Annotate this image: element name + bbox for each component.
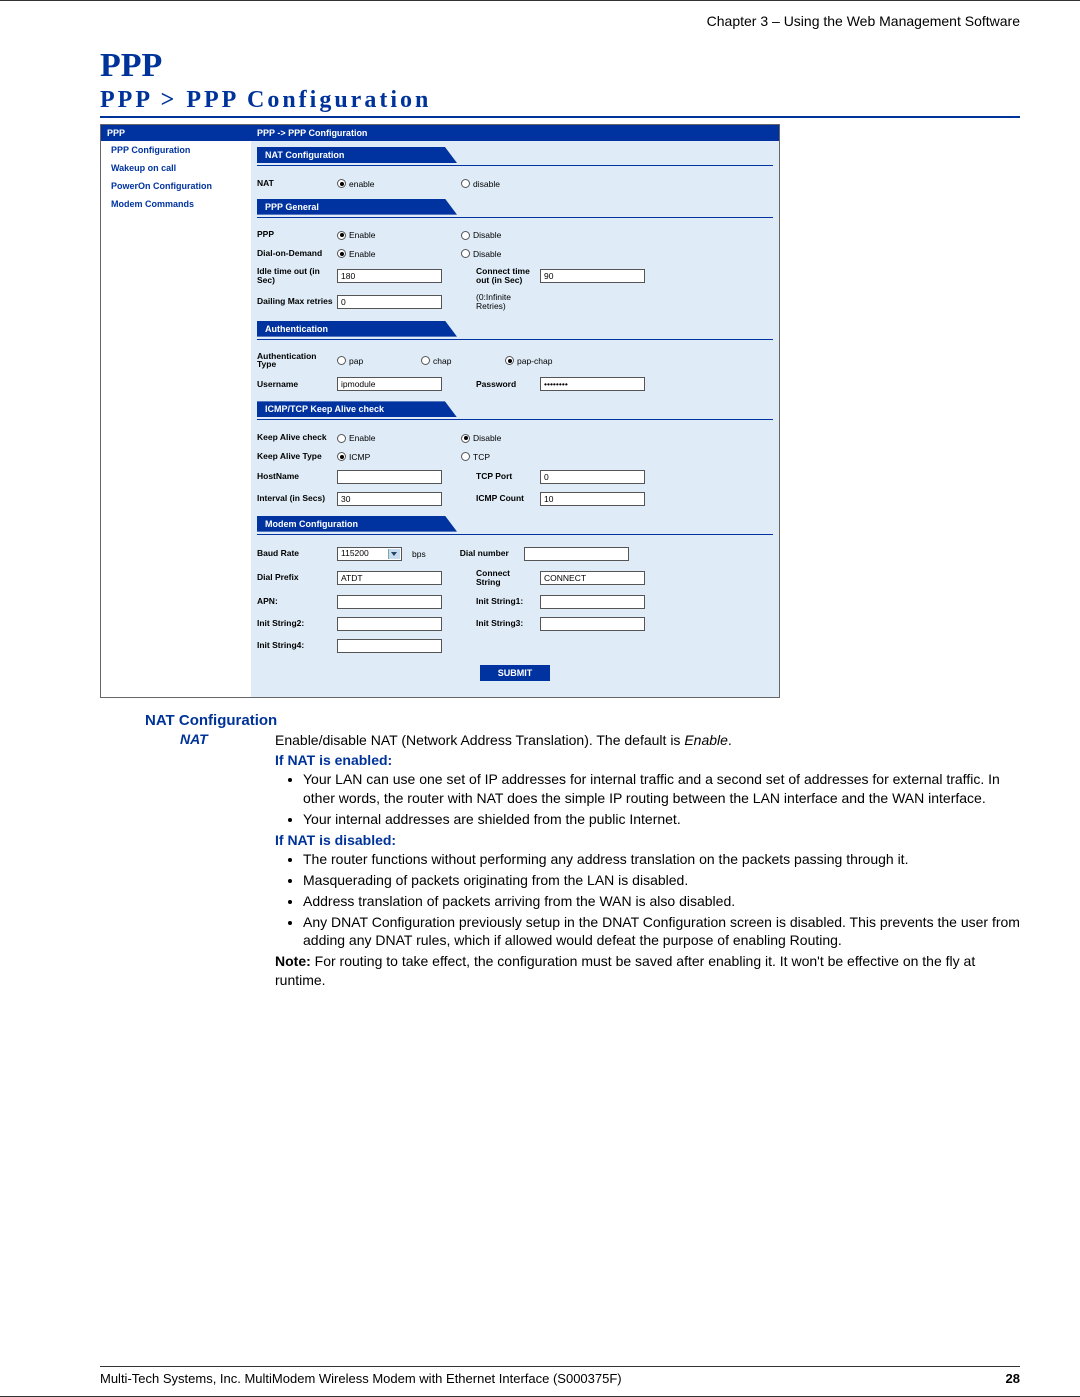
is2-label: Init String2: xyxy=(257,619,333,628)
doc-body: Enable/disable NAT (Network Address Tran… xyxy=(275,731,1020,991)
ka-enable-radio[interactable] xyxy=(337,434,346,443)
is3-label: Init String3: xyxy=(476,619,536,628)
baud-label: Baud Rate xyxy=(257,549,333,558)
host-input[interactable] xyxy=(337,470,442,484)
dod-enable-radio[interactable] xyxy=(337,249,346,258)
section-tab-nat: NAT Configuration xyxy=(257,147,457,163)
is3-input[interactable] xyxy=(540,617,645,631)
section-tab-auth: Authentication xyxy=(257,321,457,337)
doc-note: For routing to take effect, the configur… xyxy=(275,953,975,988)
section-tab-general: PPP General xyxy=(257,199,457,215)
interval-input[interactable] xyxy=(337,492,442,506)
doc-en2: Your internal addresses are shielded fro… xyxy=(303,810,1020,829)
conn-input[interactable] xyxy=(540,269,645,283)
dod-label: Dial-on-Demand xyxy=(257,249,333,258)
dod-disable-radio[interactable] xyxy=(461,249,470,258)
ka-tcp-radio[interactable] xyxy=(461,452,470,461)
dialnum-input[interactable] xyxy=(524,547,629,561)
connstr-label: Connect String xyxy=(476,569,536,587)
ka-icmp-radio[interactable] xyxy=(337,452,346,461)
sidebar-item-modem-cmds[interactable]: Modem Commands xyxy=(101,195,251,213)
doc-d1: The router functions without performing … xyxy=(303,850,1020,869)
pass-label: Password xyxy=(476,380,536,389)
idle-input[interactable] xyxy=(337,269,442,283)
baud-unit: bps xyxy=(412,549,426,559)
host-label: HostName xyxy=(257,472,333,481)
dialnum-label: Dial number xyxy=(460,549,520,558)
sidebar-item-poweron[interactable]: PowerOn Configuration xyxy=(101,177,251,195)
user-input[interactable] xyxy=(337,377,442,391)
footer-text: Multi-Tech Systems, Inc. MultiModem Wire… xyxy=(100,1371,622,1386)
is1-input[interactable] xyxy=(540,595,645,609)
katype-label: Keep Alive Type xyxy=(257,452,333,461)
connstr-input[interactable] xyxy=(540,571,645,585)
ppp-disable-radio[interactable] xyxy=(461,231,470,240)
submit-button[interactable]: SUBMIT xyxy=(480,665,550,681)
authtype-label: Authentication Type xyxy=(257,352,333,370)
tcpport-label: TCP Port xyxy=(476,472,536,481)
breadcrumb: PPP -> PPP Configuration xyxy=(251,125,779,141)
doc-note-label: Note: xyxy=(275,953,311,969)
is4-label: Init String4: xyxy=(257,641,333,650)
doc-en1: Your LAN can use one set of IP addresses… xyxy=(303,770,1020,808)
nat-disable-radio[interactable] xyxy=(461,179,470,188)
interval-label: Interval (in Secs) xyxy=(257,494,333,503)
nat-label: NAT xyxy=(257,179,333,188)
apn-label: APN: xyxy=(257,597,333,606)
doc-h4-disabled: If NAT is disabled: xyxy=(275,831,1020,850)
icmpcount-label: ICMP Count xyxy=(476,494,536,503)
page-title: PPP xyxy=(100,47,1020,85)
is1-label: Init String1: xyxy=(476,597,536,606)
apn-input[interactable] xyxy=(337,595,442,609)
doc-h4-enabled: If NAT is enabled: xyxy=(275,751,1020,770)
ppp-config-screenshot: PPP PPP Configuration Wakeup on call Pow… xyxy=(100,124,780,698)
pass-input[interactable] xyxy=(540,377,645,391)
retries-label: Dailing Max retries xyxy=(257,297,333,306)
page-footer: Multi-Tech Systems, Inc. MultiModem Wire… xyxy=(100,1366,1020,1386)
tcpport-input[interactable] xyxy=(540,470,645,484)
nat-enable-radio[interactable] xyxy=(337,179,346,188)
kacheck-label: Keep Alive check xyxy=(257,433,333,442)
is4-input[interactable] xyxy=(337,639,442,653)
ppp-enable-radio[interactable] xyxy=(337,231,346,240)
section-tab-modem: Modem Configuration xyxy=(257,516,457,532)
ka-disable-radio[interactable] xyxy=(461,434,470,443)
doc-term-nat: NAT xyxy=(180,731,275,991)
sidebar: PPP PPP Configuration Wakeup on call Pow… xyxy=(101,125,251,697)
doc-d2: Masquerading of packets originating from… xyxy=(303,871,1020,890)
chapter-header: Chapter 3 – Using the Web Management Sof… xyxy=(100,13,1020,29)
main-panel: PPP -> PPP Configuration NAT Configurati… xyxy=(251,125,779,697)
idle-label: Idle time out (in Sec) xyxy=(257,267,333,285)
sidebar-item-wakeup[interactable]: Wakeup on call xyxy=(101,159,251,177)
user-label: Username xyxy=(257,380,333,389)
baud-select[interactable]: 115200 xyxy=(337,547,402,561)
auth-chap-radio[interactable] xyxy=(421,356,430,365)
page-subtitle: PPP > PPP Configuration xyxy=(100,87,1020,118)
retries-input[interactable] xyxy=(337,295,442,309)
conn-label: Connect time out (in Sec) xyxy=(476,267,536,285)
auth-papchap-radio[interactable] xyxy=(505,356,514,365)
doc-h3: NAT Configuration xyxy=(145,712,1020,729)
ppp-label: PPP xyxy=(257,230,333,239)
is2-input[interactable] xyxy=(337,617,442,631)
prefix-input[interactable] xyxy=(337,571,442,585)
doc-d4: Any DNAT Configuration previously setup … xyxy=(303,913,1020,951)
doc-d3: Address translation of packets arriving … xyxy=(303,892,1020,911)
section-tab-keepalive: ICMP/TCP Keep Alive check xyxy=(257,401,457,417)
icmpcount-input[interactable] xyxy=(540,492,645,506)
footer-page: 28 xyxy=(1006,1371,1020,1386)
retries-note: (0:Infinite Retries) xyxy=(476,293,536,311)
sidebar-item-ppp-config[interactable]: PPP Configuration xyxy=(101,141,251,159)
prefix-label: Dial Prefix xyxy=(257,573,333,582)
auth-pap-radio[interactable] xyxy=(337,356,346,365)
sidebar-head: PPP xyxy=(101,125,251,141)
